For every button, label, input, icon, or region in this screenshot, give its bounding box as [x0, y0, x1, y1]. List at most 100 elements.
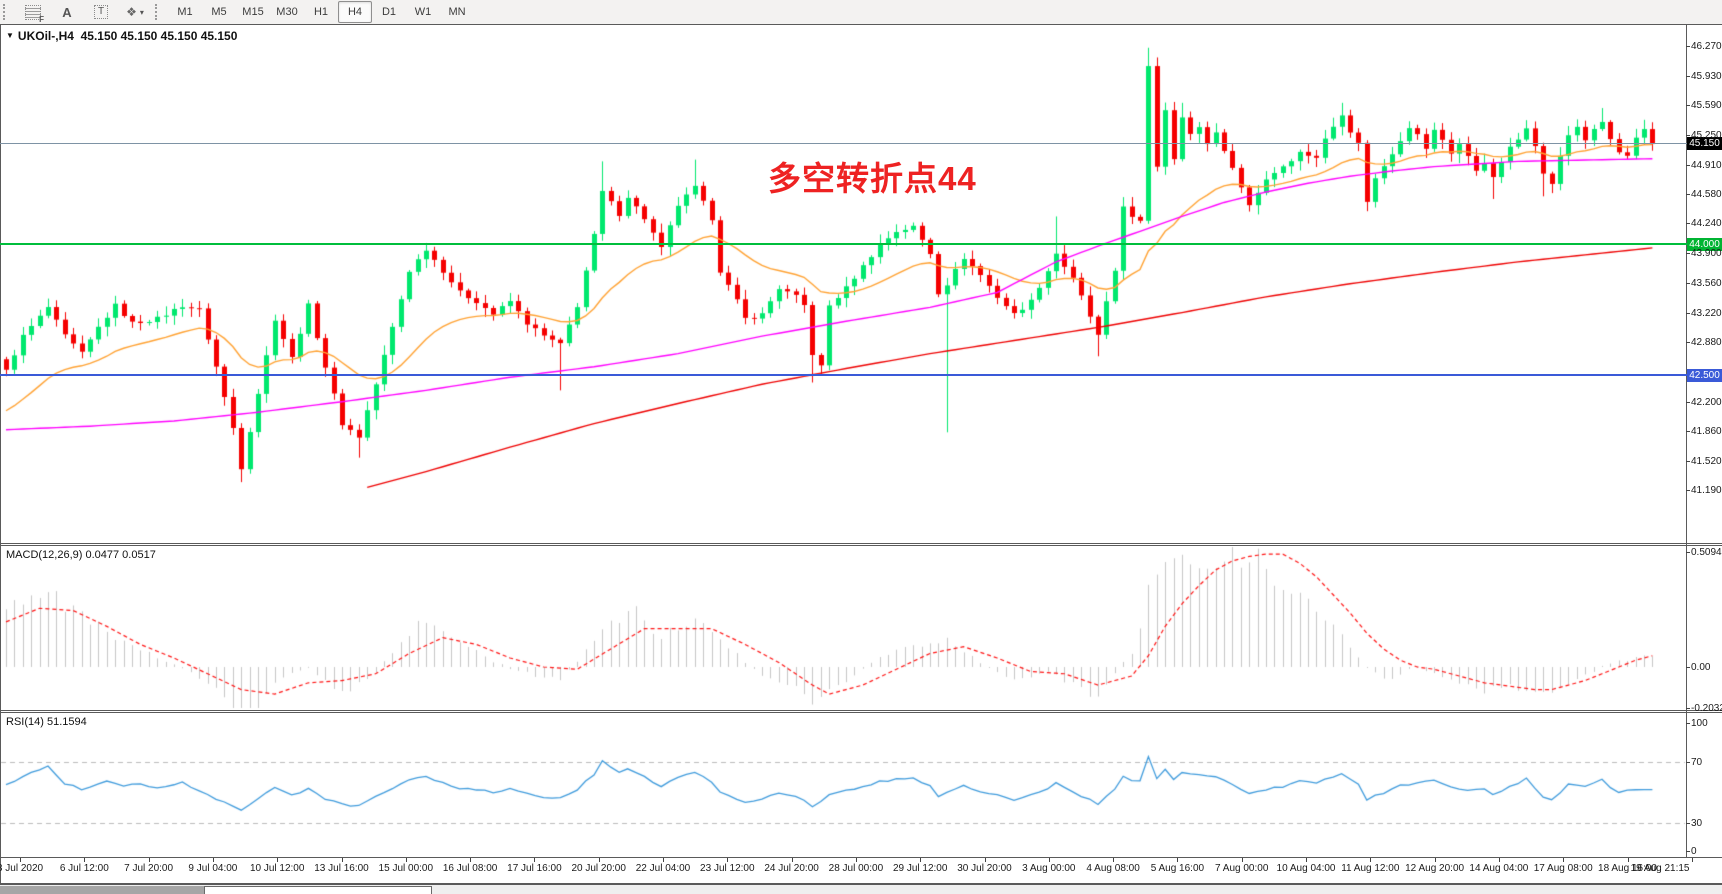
time-axis-tickmark: [1048, 858, 1050, 862]
price-axis-tickmark: [1686, 489, 1690, 491]
time-axis-tickmark: [148, 858, 150, 862]
time-axis-label: 15 Jul 00:00: [378, 863, 434, 874]
time-axis-tickmark: [727, 858, 729, 862]
time-axis-tickmark: [470, 858, 472, 862]
time-axis-tickmark: [212, 858, 214, 862]
time-axis-tickmark: [920, 858, 922, 862]
price-axis-tick: 43.900: [1691, 248, 1722, 260]
panel-separator[interactable]: [0, 712, 1722, 713]
time-axis-tickmark: [1563, 858, 1565, 862]
time-axis-label: 11 Aug 12:00: [1341, 863, 1400, 874]
chart-title: ▼ UKOil-,H4 45.150 45.150 45.150 45.150: [6, 29, 237, 43]
panel-separator[interactable]: [0, 710, 1722, 711]
price-level-badge-44000: 44.000: [1687, 237, 1722, 251]
price-axis-tick: 43.220: [1691, 307, 1722, 319]
time-axis-label: 19 Aug 21:15: [1630, 863, 1690, 874]
time-axis-tickmark: [984, 858, 986, 862]
panel-border: [0, 24, 1722, 25]
time-axis-label: 24 Jul 20:00: [764, 863, 819, 874]
price-axis-tickmark: [1686, 193, 1690, 195]
rsi-axis-tick: 100: [1691, 718, 1708, 729]
macd-axis-tickmark: [1686, 708, 1690, 709]
time-axis-tickmark: [1434, 858, 1436, 862]
scrollbar-thumb[interactable]: [0, 886, 204, 894]
time-axis-tickmark: [791, 858, 793, 862]
horizontal-scrollbar[interactable]: [0, 884, 1722, 894]
rsi-axis-tickmark: [1686, 762, 1690, 763]
price-axis-tickmark: [1686, 223, 1690, 225]
price-axis-tick: 45.930: [1691, 70, 1722, 82]
panel-separator[interactable]: [0, 545, 1722, 546]
price-axis-tickmark: [1686, 401, 1690, 403]
price-axis-tick: 43.560: [1691, 277, 1722, 289]
rsi-indicator-label: RSI(14) 51.1594: [6, 716, 87, 728]
macd-axis-tickmark: [1686, 667, 1690, 668]
time-axis-label: 6 Jul 12:00: [59, 863, 109, 874]
panel-separator[interactable]: [0, 543, 1722, 544]
time-axis-tickmark: [84, 858, 86, 862]
price-axis-tick: 41.190: [1691, 484, 1722, 496]
price-axis-tick: 44.240: [1691, 218, 1722, 230]
time-axis-tickmark: [534, 858, 536, 862]
time-axis-label: 7 Jul 20:00: [124, 863, 174, 874]
price-axis-tick: 42.880: [1691, 337, 1722, 349]
window-left-border: [0, 24, 1, 884]
macd-axis-tickmark: [1686, 552, 1690, 554]
time-axis-tickmark: [663, 858, 664, 862]
price-axis-tick: 45.250: [1691, 130, 1722, 142]
time-axis-label: 5 Aug 16:00: [1150, 863, 1205, 874]
time-axis-label: 23 Jul 12:00: [700, 863, 755, 874]
time-axis-label: 10 Aug 04:00: [1276, 863, 1336, 874]
price-axis-tickmark: [1686, 312, 1690, 314]
current-price-line: [0, 143, 1687, 145]
price-axis-tickmark: [1686, 431, 1690, 433]
time-axis-tickmark: [341, 858, 343, 862]
price-axis-tickmark: [1686, 164, 1690, 166]
panel-border: [0, 857, 1722, 858]
price-axis-tickmark: [1686, 282, 1690, 284]
time-axis-tickmark: [1241, 858, 1243, 862]
rsi-axis-tickmark: [1686, 723, 1690, 724]
time-axis-border: [0, 883, 1722, 884]
time-axis-tickmark: [277, 858, 279, 862]
time-axis-tickmark: [1627, 858, 1629, 862]
time-axis-label: 3 Aug 00:00: [1022, 863, 1076, 874]
chart-annotation-text: 多空转折点44: [768, 160, 977, 197]
macd-axis-tick: 0.5094: [1691, 547, 1722, 559]
time-axis-label: 9 Jul 04:00: [188, 863, 238, 874]
symbol-ohlc-text: UKOil-,H4 45.150 45.150 45.150 45.150: [17, 29, 238, 43]
time-axis-label: 14 Aug 04:00: [1469, 863, 1529, 874]
rsi-axis-tickmark: [1686, 851, 1690, 852]
rsi-axis-tick: 30: [1691, 818, 1703, 829]
horizontal-line-42500[interactable]: [0, 374, 1687, 377]
horizontal-line-44000[interactable]: [0, 243, 1687, 246]
time-axis-label: 22 Jul 04:00: [635, 863, 691, 874]
price-axis-tick: 44.910: [1691, 159, 1722, 171]
price-axis-tickmark: [1686, 461, 1690, 463]
scrollbar-segment: [204, 886, 432, 894]
symbol-dropdown-arrow[interactable]: ▼: [6, 31, 14, 40]
time-axis-label: 4 Aug 08:00: [1086, 863, 1140, 874]
time-axis-label: 3 Jul 2020: [0, 863, 44, 874]
time-axis-tickmark: [1498, 858, 1500, 862]
time-axis-label: 13 Jul 16:00: [314, 863, 369, 874]
price-axis-tickmark: [1686, 135, 1690, 137]
price-axis-tickmark: [1686, 342, 1690, 344]
macd-axis-tick: -0.2032: [1691, 703, 1722, 714]
price-axis-separator: [1686, 25, 1687, 858]
time-axis-tickmark: [1113, 858, 1115, 862]
macd-indicator-label: MACD(12,26,9) 0.0477 0.0517: [6, 549, 156, 561]
time-axis-label: 17 Aug 08:00: [1533, 863, 1593, 874]
rsi-axis-tickmark: [1686, 823, 1690, 824]
time-axis-tickmark: [1370, 858, 1372, 862]
macd-axis-tick: 0.00: [1691, 662, 1711, 673]
time-axis-label: 7 Aug 00:00: [1214, 863, 1269, 874]
price-axis-tick: 46.270: [1691, 41, 1722, 52]
time-axis-label: 30 Jul 20:00: [957, 863, 1012, 874]
time-axis-label: 12 Aug 20:00: [1405, 863, 1465, 874]
time-axis-tickmark: [855, 858, 857, 862]
time-axis-tickmark: [405, 858, 407, 862]
time-axis-label: 28 Jul 00:00: [828, 863, 884, 874]
